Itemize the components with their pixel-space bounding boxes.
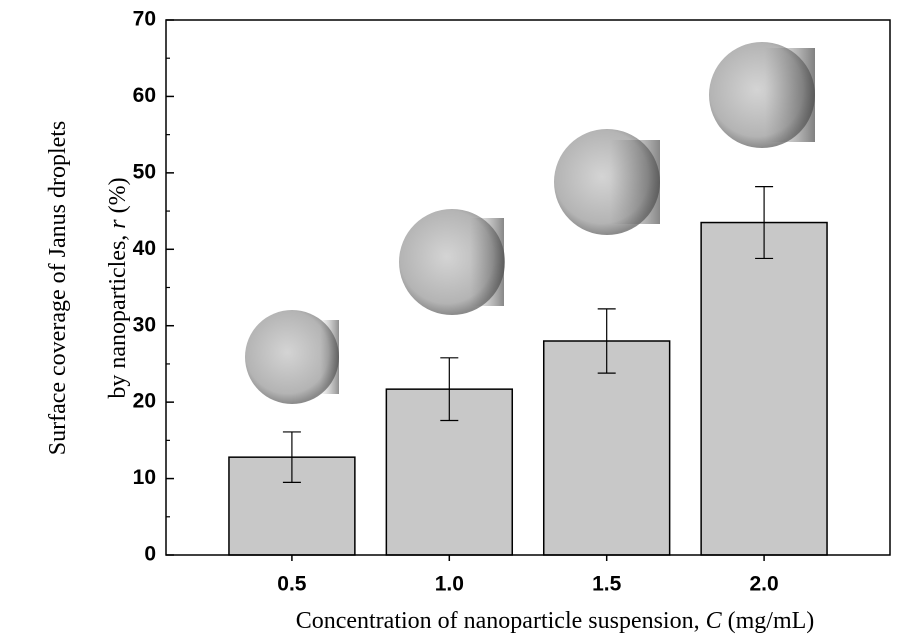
y-tick-label: 0 — [144, 543, 156, 566]
y-axis-label: by nanoparticles, r (%) — [105, 177, 131, 398]
plot-frame — [165, 19, 891, 556]
y-axis-label-part: by nanoparticles, — [105, 229, 131, 399]
y-axis-label-unit: (%) — [105, 177, 131, 219]
x-tick-label: 2.0 — [749, 573, 778, 596]
y-axis-label: Surface coverage of Janus droplets — [45, 121, 71, 456]
x-axis-label-part: Concentration of nanoparticle suspension… — [296, 608, 706, 634]
y-tick-label: 10 — [133, 466, 156, 489]
bar — [542, 340, 671, 556]
y-tick-label: 70 — [133, 8, 156, 31]
x-axis-label-var: C — [706, 608, 723, 634]
y-axis-label-var: r — [105, 219, 131, 229]
x-tick-label: 1.0 — [435, 573, 464, 596]
x-axis-label-unit: (mg/mL) — [722, 608, 815, 634]
x-tick-label: 1.5 — [592, 573, 622, 596]
y-tick-label: 20 — [133, 390, 156, 413]
y-tick-label: 50 — [133, 160, 156, 183]
droplet-images — [245, 42, 815, 404]
y-tick-label: 40 — [133, 237, 156, 260]
y-tick-label: 60 — [133, 84, 156, 107]
x-axis-label: Concentration of nanoparticle suspension… — [296, 608, 815, 634]
x-tick-label: 0.5 — [277, 573, 307, 596]
bar — [700, 221, 828, 556]
y-tick-label: 30 — [133, 313, 156, 336]
